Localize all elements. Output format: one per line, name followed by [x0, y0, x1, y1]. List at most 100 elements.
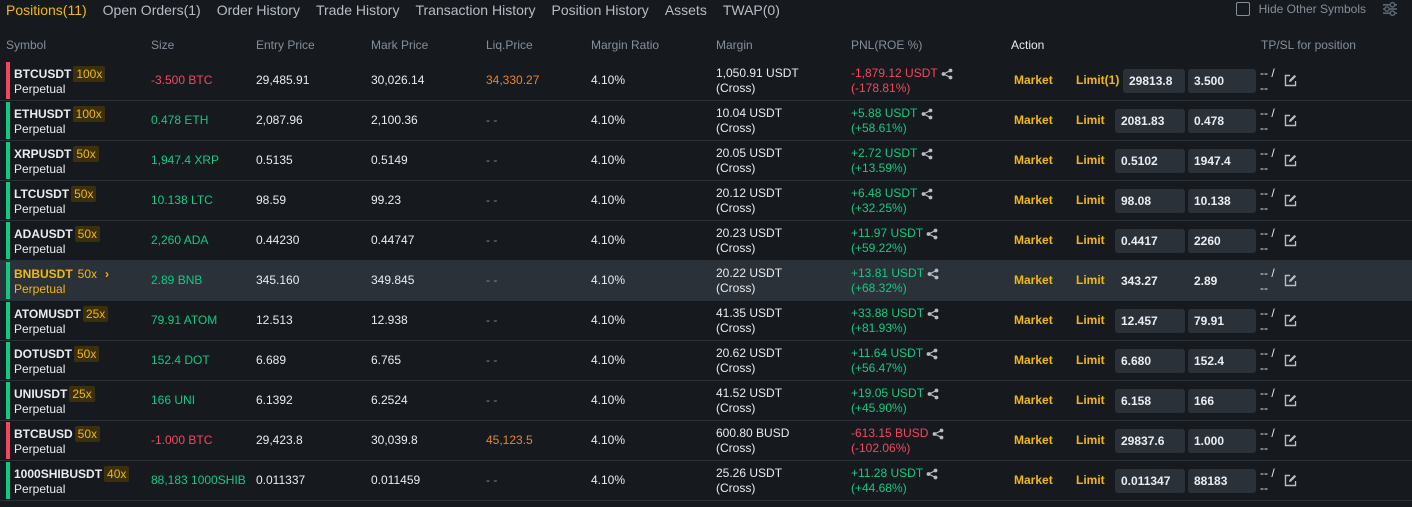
tab-positions[interactable]: Positions(11): [6, 2, 87, 18]
market-close-button[interactable]: Market: [1014, 153, 1053, 167]
edit-icon[interactable]: [1284, 194, 1297, 207]
leverage-badge[interactable]: 50x: [74, 426, 101, 442]
limit-qty-input[interactable]: 166: [1188, 389, 1256, 413]
leverage-badge[interactable]: 50x: [73, 146, 99, 162]
edit-icon[interactable]: [1284, 434, 1297, 447]
market-close-button[interactable]: Market: [1014, 73, 1053, 87]
limit-price-input[interactable]: 0.5102: [1115, 149, 1185, 173]
leverage-badge[interactable]: 100x: [72, 106, 105, 122]
share-icon[interactable]: [941, 68, 953, 80]
market-close-button[interactable]: Market: [1014, 113, 1053, 127]
share-icon[interactable]: [926, 348, 938, 360]
limit-price-input[interactable]: 6.158: [1115, 389, 1185, 413]
edit-icon[interactable]: [1284, 114, 1297, 127]
limit-close-button[interactable]: Limit: [1076, 273, 1105, 287]
tab-open-orders[interactable]: Open Orders(1): [102, 2, 201, 18]
limit-qty-input[interactable]: 1.000: [1188, 429, 1256, 453]
market-close-button[interactable]: Market: [1014, 393, 1053, 407]
share-icon[interactable]: [921, 148, 933, 160]
limit-close-button[interactable]: Limit: [1076, 193, 1105, 207]
market-close-button[interactable]: Market: [1014, 313, 1053, 327]
limit-qty-input[interactable]: 1947.4: [1188, 149, 1256, 173]
hide-other-symbols-checkbox[interactable]: [1235, 2, 1250, 16]
limit-qty-input[interactable]: 2.89: [1194, 274, 1218, 288]
share-icon[interactable]: [927, 308, 939, 320]
tab-assets[interactable]: Assets: [664, 2, 707, 18]
share-icon[interactable]: [927, 388, 939, 400]
entry-price: 6.689: [256, 353, 287, 367]
limit-price-input[interactable]: 343.27: [1121, 274, 1158, 288]
limit-close-button[interactable]: Limit: [1076, 233, 1105, 247]
limit-close-button[interactable]: Limit: [1076, 473, 1105, 487]
tab-trade-history[interactable]: Trade History: [315, 2, 400, 18]
leverage-badge[interactable]: 50x: [74, 346, 100, 362]
limit-price-input[interactable]: 6.680: [1115, 349, 1185, 373]
leverage-badge[interactable]: 50x: [74, 226, 101, 242]
limit-close-button[interactable]: Limit: [1076, 393, 1105, 407]
market-close-button[interactable]: Market: [1014, 233, 1053, 247]
tab-twap[interactable]: TWAP(0): [722, 2, 780, 18]
share-icon[interactable]: [927, 268, 939, 280]
share-icon[interactable]: [921, 188, 933, 200]
share-icon[interactable]: [932, 428, 944, 440]
leverage-badge[interactable]: 25x: [69, 386, 95, 402]
filter-settings-icon[interactable]: [1382, 1, 1398, 17]
edit-icon[interactable]: [1284, 154, 1297, 167]
limit-qty-input[interactable]: 79.91: [1188, 309, 1256, 333]
limit-qty-input[interactable]: 152.4: [1188, 349, 1256, 373]
limit-close-button[interactable]: Limit: [1076, 113, 1105, 127]
market-close-button[interactable]: Market: [1014, 353, 1053, 367]
edit-icon[interactable]: [1284, 234, 1297, 247]
market-close-button[interactable]: Market: [1014, 193, 1053, 207]
limit-price-input[interactable]: 98.08: [1115, 189, 1185, 213]
limit-qty-input[interactable]: 2260: [1188, 229, 1256, 253]
limit-price-input[interactable]: 2081.83: [1115, 109, 1185, 133]
edit-icon[interactable]: [1284, 394, 1297, 407]
market-close-button[interactable]: Market: [1014, 273, 1053, 287]
leverage-badge[interactable]: 50x: [77, 267, 98, 281]
leverage-badge[interactable]: 40x: [104, 466, 130, 482]
limit-close-button[interactable]: Limit: [1076, 313, 1105, 327]
market-close-button[interactable]: Market: [1014, 433, 1053, 447]
limit-price-input[interactable]: 29813.8: [1123, 69, 1185, 93]
share-icon[interactable]: [926, 468, 938, 480]
tab-transaction-history[interactable]: Transaction History: [415, 2, 536, 18]
limit-close-button[interactable]: Limit: [1076, 433, 1105, 447]
tab-order-history[interactable]: Order History: [216, 2, 300, 18]
limit-close-button[interactable]: Limit: [1076, 153, 1105, 167]
edit-icon[interactable]: [1284, 354, 1297, 367]
leverage-badge[interactable]: 100x: [73, 66, 106, 82]
limit-close-button[interactable]: Limit(1): [1076, 73, 1120, 87]
limit-qty-input[interactable]: 3.500: [1188, 69, 1256, 93]
limit-price-input[interactable]: 0.4417: [1115, 229, 1185, 253]
chevron-right-icon[interactable]: ›: [105, 267, 110, 281]
tab-position-history[interactable]: Position History: [551, 2, 649, 18]
edit-icon[interactable]: [1284, 474, 1297, 487]
share-icon[interactable]: [926, 228, 938, 240]
edit-icon[interactable]: [1284, 74, 1297, 87]
limit-price-input[interactable]: 29837.6: [1115, 429, 1185, 453]
share-icon[interactable]: [921, 108, 933, 120]
leverage-badge[interactable]: 50x: [71, 186, 97, 202]
limit-qty-input[interactable]: 0.478: [1188, 109, 1256, 133]
limit-price-input[interactable]: 12.457: [1115, 309, 1185, 333]
symbol-cell[interactable]: BNBUSDT 50x › Perpetual: [14, 266, 109, 297]
edit-icon[interactable]: [1284, 314, 1297, 327]
leverage-badge[interactable]: 25x: [82, 306, 109, 322]
market-close-button[interactable]: Market: [1014, 473, 1053, 487]
limit-qty-input[interactable]: 88183: [1188, 469, 1256, 493]
limit-price-input[interactable]: 0.011347: [1115, 469, 1185, 493]
limit-qty-input[interactable]: 10.138: [1188, 189, 1256, 213]
limit-close-button[interactable]: Limit: [1076, 353, 1105, 367]
edit-icon[interactable]: [1284, 274, 1297, 287]
